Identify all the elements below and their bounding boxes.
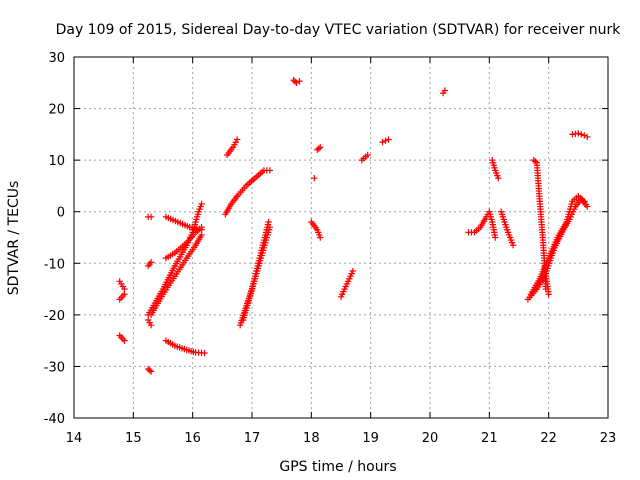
axis-ticks: 14 15 16 17 18 19 20 21 22 23 -40 -30 -20 -10 0 10 20 30 (44, 51, 617, 446)
x-tick-label: 20 (422, 431, 439, 446)
x-tick-label: 15 (125, 431, 142, 446)
data-point (581, 198, 588, 205)
data-point (311, 174, 318, 182)
y-tick-label: -10 (44, 257, 65, 272)
data-point (575, 130, 582, 137)
data-point (317, 144, 324, 151)
data-point (198, 200, 205, 208)
data-point (265, 218, 272, 226)
x-tick-label: 14 (66, 431, 83, 446)
y-tick-label: 10 (48, 154, 65, 169)
x-axis-label: GPS time / hours (279, 459, 396, 475)
data-point (121, 337, 128, 344)
data-point (266, 167, 273, 174)
x-tick-label: 16 (184, 431, 201, 446)
data-point (578, 131, 585, 138)
plot-frame (73, 56, 609, 419)
x-tick-label: 18 (303, 431, 320, 446)
data-point (364, 151, 371, 159)
y-tick-label: -20 (44, 309, 65, 324)
data-point (349, 267, 357, 275)
y-tick-label: -40 (44, 412, 65, 427)
data-point (198, 226, 205, 233)
x-tick-label: 22 (540, 431, 557, 446)
data-points (116, 77, 591, 375)
data-point (201, 349, 208, 357)
x-tick-label: 19 (362, 431, 379, 446)
x-tick-label: 17 (244, 431, 261, 446)
chart-title: Day 109 of 2015, Sidereal Day-to-day VTE… (56, 22, 622, 38)
data-point (317, 234, 324, 241)
grid (74, 57, 608, 418)
data-point (492, 234, 499, 241)
data-point (584, 203, 591, 210)
data-point (147, 213, 155, 221)
data-point (315, 145, 322, 152)
data-point (233, 136, 241, 143)
data-point (146, 367, 153, 374)
data-point (584, 133, 591, 141)
data-point (509, 242, 517, 249)
data-point (266, 223, 273, 231)
data-point (382, 137, 389, 145)
x-tick-label: 21 (481, 431, 498, 446)
data-point (441, 87, 449, 94)
data-point (379, 138, 386, 146)
data-point (495, 174, 502, 182)
y-tick-label: -30 (44, 360, 65, 375)
y-tick-label: 20 (48, 103, 65, 118)
data-point (147, 259, 155, 266)
y-axis-label: SDTVAR / TECUs (6, 181, 22, 296)
data-point (147, 321, 155, 329)
data-point (385, 136, 392, 143)
data-point (147, 368, 155, 375)
data-point (121, 291, 128, 298)
data-point (581, 132, 588, 139)
data-point (545, 291, 552, 298)
data-point (296, 78, 303, 85)
y-tick-label: 30 (48, 51, 65, 66)
y-tick-label: 0 (57, 206, 65, 221)
data-point (532, 158, 539, 165)
x-tick-label: 23 (600, 431, 617, 446)
